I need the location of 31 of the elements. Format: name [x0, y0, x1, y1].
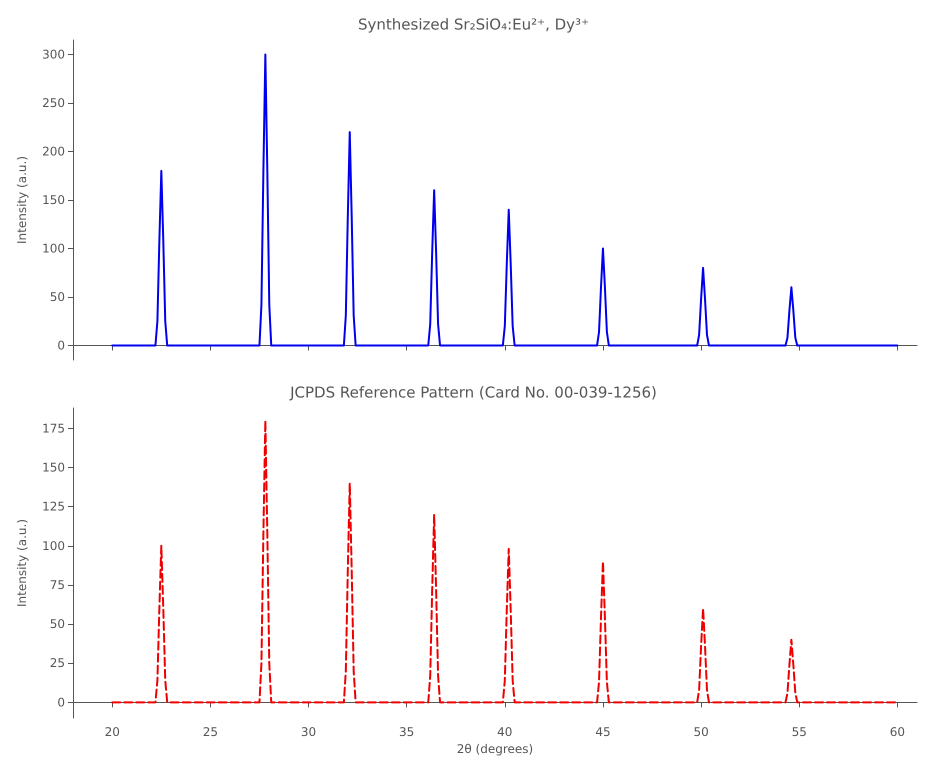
x-tick-label: 40 [497, 725, 512, 739]
y-axis-title: Intensity (a.u.) [15, 519, 29, 607]
y-tick-label: 100 [42, 241, 65, 256]
y-tick-label: 50 [50, 290, 65, 304]
x-tick-label: 60 [890, 725, 906, 739]
line-series [111, 420, 898, 704]
y-tick-label: 250 [42, 96, 65, 110]
y-tick-label: 300 [42, 48, 65, 62]
y-tick-label: 25 [50, 656, 65, 670]
y-tick-label: 50 [50, 617, 65, 632]
chart-title: Synthesized Sr₂SiO₄:Eu²⁺, Dy³⁺ [358, 16, 589, 34]
y-tick-label: 150 [42, 193, 65, 207]
x-tick-label: 25 [202, 725, 218, 739]
y-tick-label: 150 [42, 460, 65, 474]
y-tick-label: 75 [50, 578, 65, 592]
y-tick-label: 100 [42, 538, 65, 553]
y-tick-label: 200 [42, 144, 65, 159]
y-tick-label: 0 [57, 338, 65, 352]
x-tick-label: 45 [595, 725, 611, 739]
y-tick-label: 0 [57, 695, 65, 710]
x-tick-label: 55 [792, 725, 807, 739]
y-axis-title: Intensity (a.u.) [15, 156, 29, 244]
x-tick-label: 50 [693, 725, 709, 739]
line-series [111, 54, 898, 346]
x-tick-label: 35 [399, 725, 414, 739]
y-tick-label: 125 [42, 500, 65, 514]
x-axis-title: 2θ (degrees) [456, 742, 534, 756]
y-tick-label: 175 [42, 421, 65, 436]
x-tick-label: 30 [300, 725, 316, 739]
chart-title: JCPDS Reference Pattern (Card No. 00-039-1256) [289, 384, 657, 402]
x-tick-label: 20 [104, 725, 120, 739]
